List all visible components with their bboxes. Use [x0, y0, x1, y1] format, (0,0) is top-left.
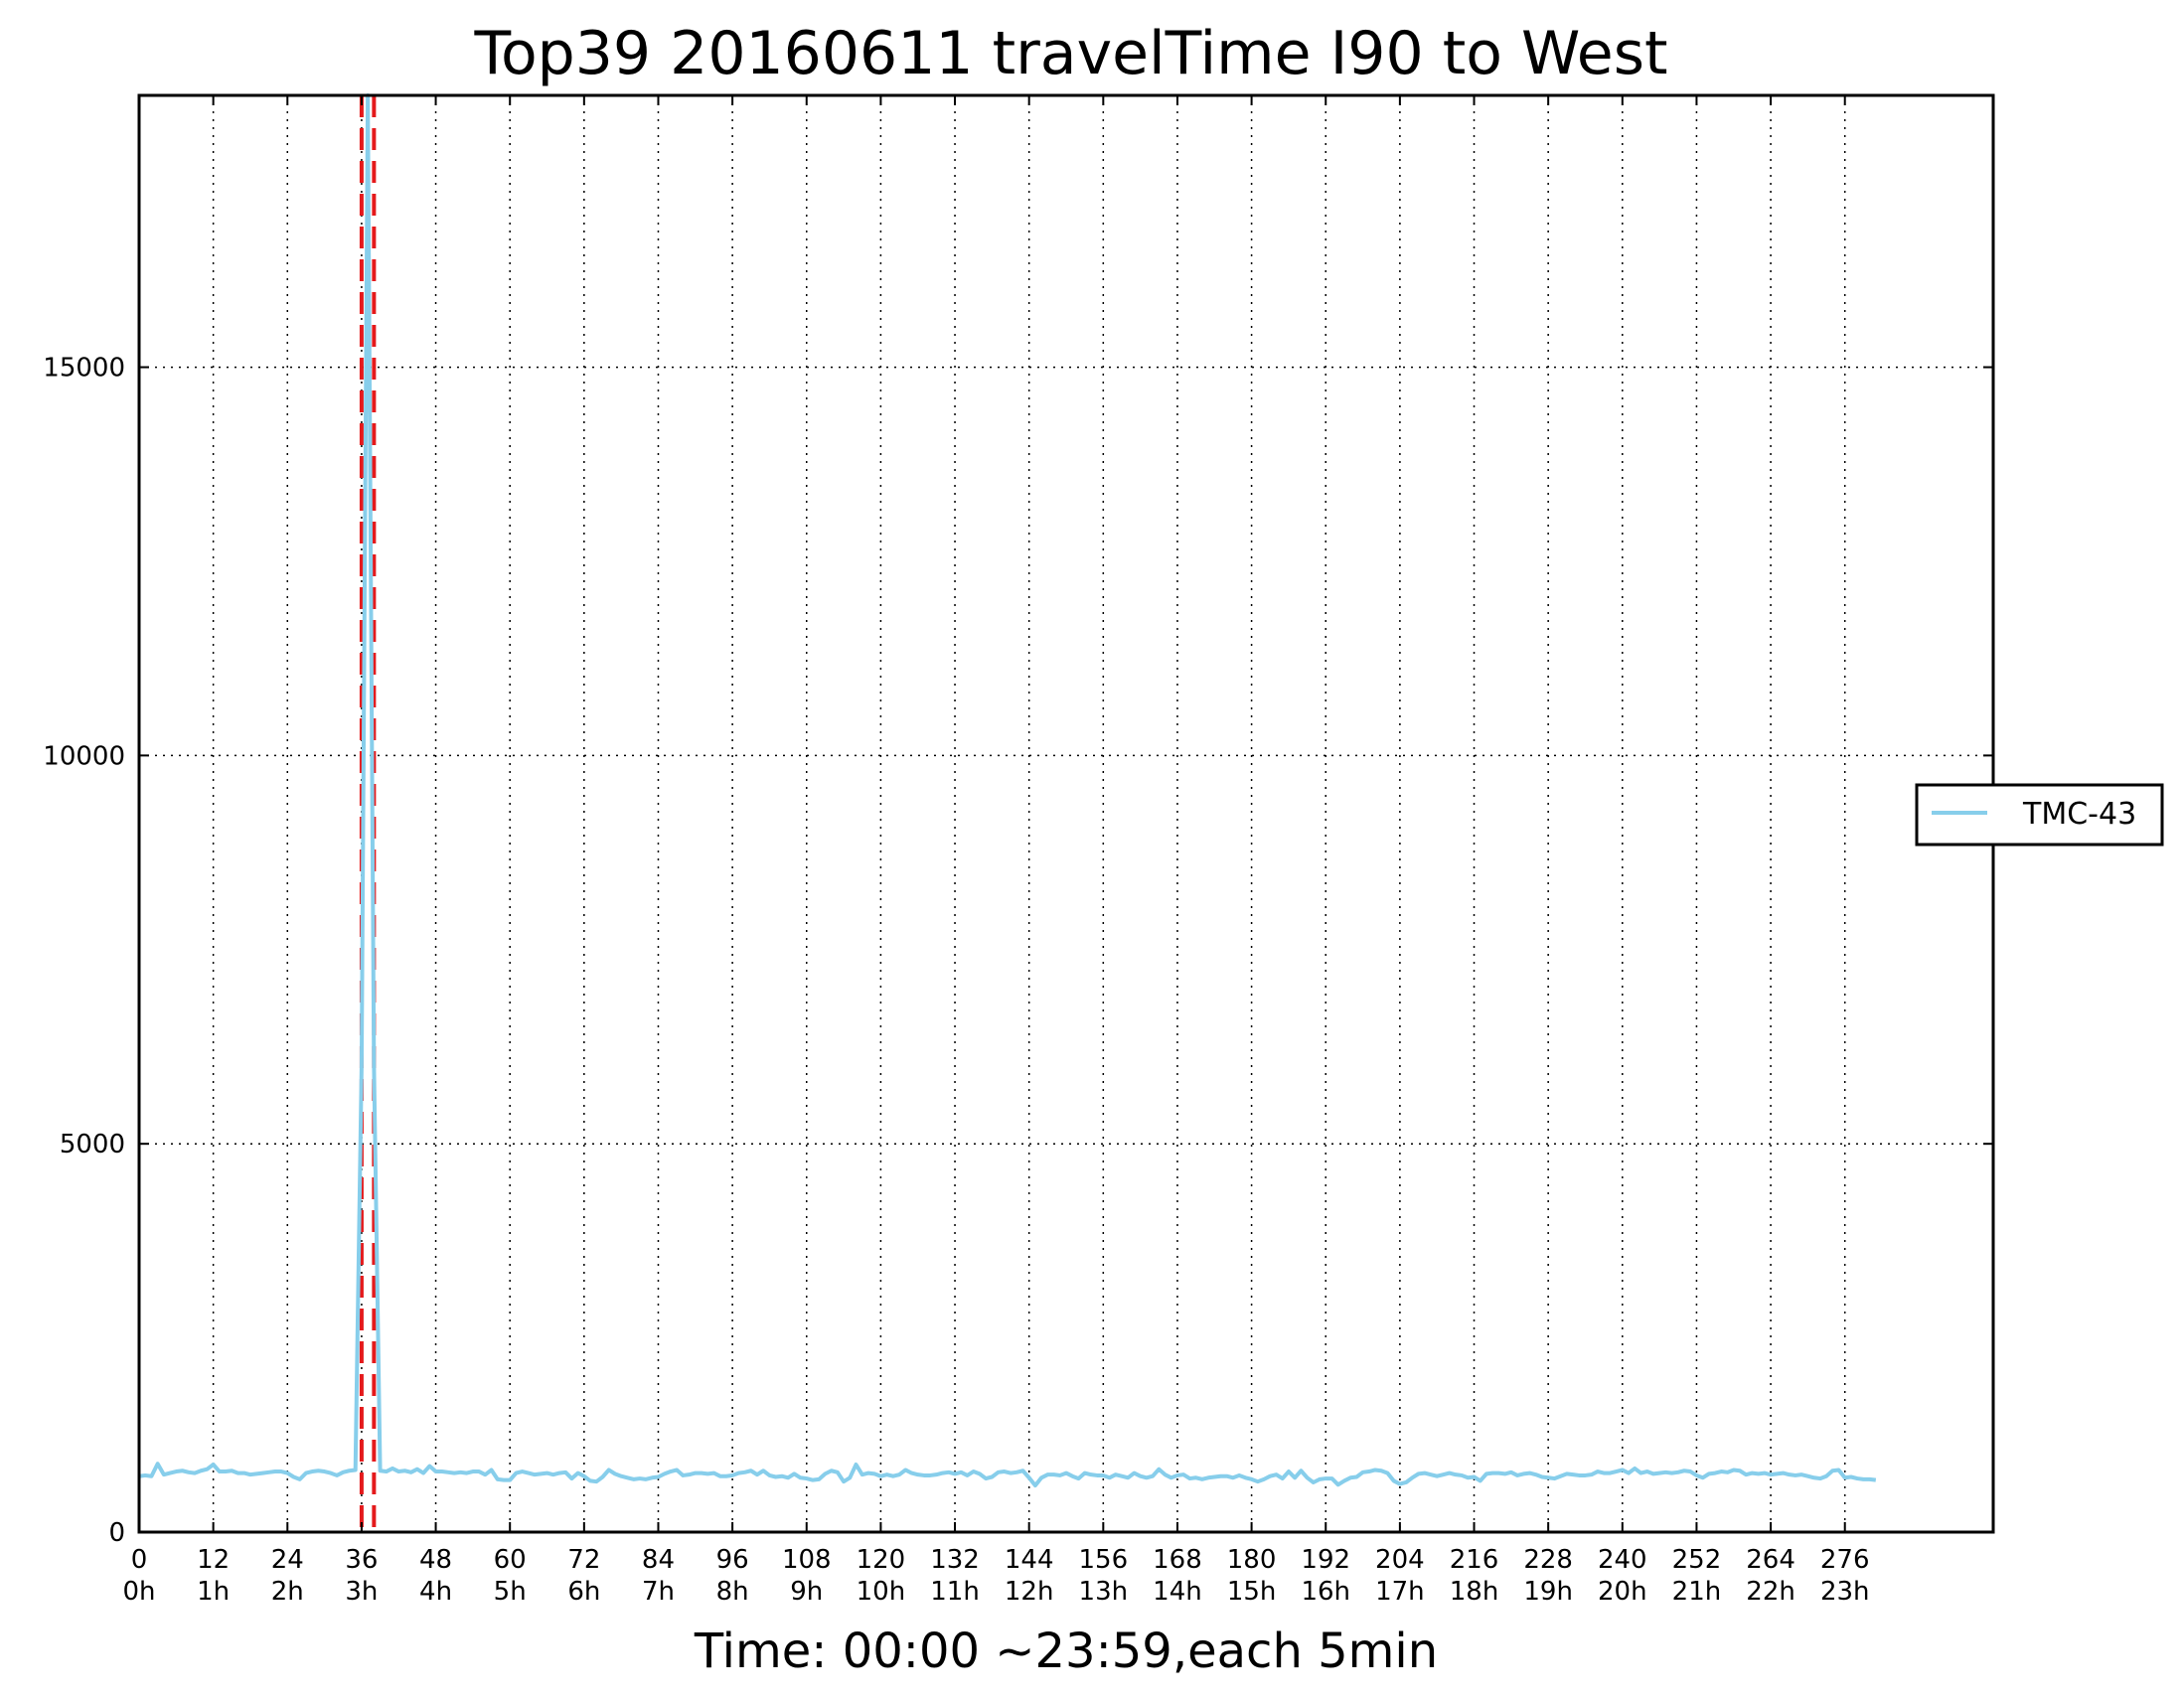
x-tick-label: 96: [716, 1545, 749, 1575]
x-tick-label-hour: 13h: [1079, 1577, 1129, 1607]
series-lines: [138, 93, 1877, 1488]
x-tick-label: 84: [642, 1545, 675, 1575]
x-tick-label: 216: [1450, 1545, 1499, 1575]
x-tick-label-hour: 1h: [197, 1577, 230, 1607]
x-tick-label: 12: [197, 1545, 230, 1575]
x-tick-label-hour: 11h: [930, 1577, 980, 1607]
x-tick-label: 120: [857, 1545, 906, 1575]
y-tick-label: 10000: [43, 741, 125, 771]
x-tick-label-hour: 19h: [1523, 1577, 1573, 1607]
series-line-tmc-43: [138, 93, 1877, 1488]
x-tick-label-hour: 6h: [567, 1577, 600, 1607]
x-tick-label-hour: 17h: [1375, 1577, 1425, 1607]
x-tick-label-hour: 14h: [1153, 1577, 1202, 1607]
x-tick-label-hour: 5h: [494, 1577, 527, 1607]
x-tick-label: 48: [419, 1545, 452, 1575]
x-tick-label-hour: 0h: [122, 1577, 155, 1607]
x-tick-label: 0: [131, 1545, 148, 1575]
x-tick-label: 168: [1153, 1545, 1202, 1575]
legend-label: TMC-43: [2022, 797, 2136, 832]
x-tick-label-hour: 20h: [1598, 1577, 1647, 1607]
marker-lines: [359, 95, 377, 1532]
x-tick-label-hour: 18h: [1450, 1577, 1499, 1607]
x-tick-label: 228: [1523, 1545, 1573, 1575]
x-axis-label: Time: 00:00 ~23:59,each 5min: [694, 1624, 1438, 1679]
x-tick-label: 264: [1746, 1545, 1795, 1575]
x-tick-label: 144: [1005, 1545, 1054, 1575]
x-tick-label: 156: [1078, 1545, 1128, 1575]
x-tick-label-hour: 4h: [419, 1577, 452, 1607]
x-tick-label-hour: 2h: [271, 1577, 304, 1607]
axis-ticks: 00h121h242h363h484h605h726h847h968h1089h…: [43, 95, 1993, 1607]
x-tick-label-hour: 16h: [1301, 1577, 1350, 1607]
x-tick-label: 204: [1375, 1545, 1425, 1575]
x-tick-label: 252: [1672, 1545, 1722, 1575]
y-tick-label: 0: [108, 1518, 125, 1548]
x-tick-label: 24: [271, 1545, 304, 1575]
x-tick-label-hour: 21h: [1672, 1577, 1722, 1607]
x-tick-label-hour: 22h: [1746, 1577, 1795, 1607]
plot-frame: [137, 93, 1995, 1534]
grid-lines: [139, 95, 1993, 1532]
x-tick-label-hour: 8h: [716, 1577, 749, 1607]
x-tick-label: 60: [494, 1545, 527, 1575]
x-tick-label-hour: 7h: [642, 1577, 675, 1607]
chart-title: Top39 20160611 travelTime I90 to West: [473, 19, 1667, 88]
x-tick-label: 192: [1301, 1545, 1350, 1575]
x-tick-label-hour: 12h: [1005, 1577, 1054, 1607]
x-tick-label-hour: 23h: [1820, 1577, 1870, 1607]
x-tick-label-hour: 15h: [1227, 1577, 1277, 1607]
x-tick-label-hour: 9h: [790, 1577, 823, 1607]
x-tick-label-hour: 10h: [857, 1577, 906, 1607]
y-tick-label: 15000: [43, 354, 125, 384]
x-tick-label: 276: [1820, 1545, 1870, 1575]
x-tick-label: 132: [930, 1545, 980, 1575]
x-tick-label: 36: [345, 1545, 378, 1575]
x-tick-label: 240: [1598, 1545, 1647, 1575]
legend: TMC-43: [1915, 783, 2164, 847]
x-tick-label: 180: [1227, 1545, 1277, 1575]
x-tick-label: 72: [567, 1545, 600, 1575]
x-tick-label: 108: [782, 1545, 832, 1575]
y-tick-label: 5000: [60, 1130, 125, 1160]
x-tick-label-hour: 3h: [345, 1577, 378, 1607]
